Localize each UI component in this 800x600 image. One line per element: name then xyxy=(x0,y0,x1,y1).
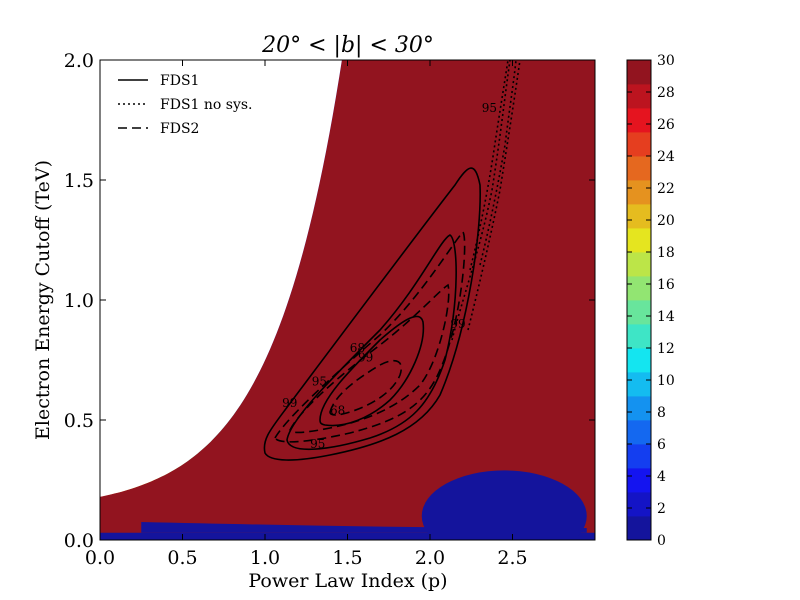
fds1-contour-95 xyxy=(286,234,457,451)
colorbar-tick-label: 30 xyxy=(657,53,675,69)
colorbar-tick-label: 22 xyxy=(657,181,675,197)
x-tick-label: 0.0 xyxy=(85,547,115,569)
x-tick-label: 1.5 xyxy=(332,547,362,569)
colorbar-band xyxy=(627,372,651,397)
contour-label: 95 xyxy=(482,101,497,115)
colorbar-tick-label: 10 xyxy=(657,373,675,389)
colorbar-band xyxy=(627,516,651,541)
colorbar-band xyxy=(627,300,651,325)
fds2-contour-95 xyxy=(289,283,450,434)
fds1-contour-68 xyxy=(319,315,425,427)
colorbar xyxy=(627,60,651,541)
heatmap-empty-region xyxy=(100,60,342,497)
fds2-contour-99 xyxy=(274,230,466,443)
x-tick-label: 1.0 xyxy=(250,547,280,569)
y-tick-label: 1.0 xyxy=(64,290,94,312)
contour-label: 68 xyxy=(350,341,365,355)
colorbar-tick-label: 4 xyxy=(657,469,666,485)
y-axis-label: Electron Energy Cutoff (TeV) xyxy=(32,160,54,440)
legend-label-fds1: FDS1 xyxy=(160,73,199,89)
heatmap-band-floor-edge xyxy=(141,522,587,533)
y-axis: 0.0 0.5 1.0 1.5 2.0 xyxy=(64,50,595,552)
colorbar-band xyxy=(627,324,651,349)
colorbar-tick-label: 14 xyxy=(657,309,675,325)
colorbar-tick-label: 16 xyxy=(657,277,675,293)
colorbar-tick-label: 6 xyxy=(657,437,666,453)
x-axis: 0.0 0.5 1.0 1.5 2.0 2.5 xyxy=(85,60,528,569)
y-tick-label: 0.0 xyxy=(64,530,94,552)
colorbar-band xyxy=(627,204,651,229)
contour-label: 99 xyxy=(282,396,297,410)
legend-label-fds2: FDS2 xyxy=(160,121,199,137)
colorbar-band xyxy=(627,60,651,85)
colorbar-band xyxy=(627,156,651,181)
colorbar-band xyxy=(627,84,651,109)
contour-label: 95 xyxy=(310,437,325,451)
heatmap-band xyxy=(100,60,595,540)
fds2-contour-68 xyxy=(329,359,402,416)
contour-label: 99 xyxy=(358,351,373,365)
colorbar-tick-label: 8 xyxy=(657,405,666,421)
y-tick-label: 1.5 xyxy=(64,170,94,192)
colorbar-tick-label: 12 xyxy=(657,341,675,357)
chart-title: 20° < |b| < 30° xyxy=(261,33,434,58)
y-tick-label: 0.5 xyxy=(64,410,94,432)
x-tick-label: 0.5 xyxy=(167,547,197,569)
colorbar-band xyxy=(627,252,651,277)
heatmap xyxy=(100,60,595,540)
colorbar-band xyxy=(627,108,651,133)
fds1nosys-contour-95 xyxy=(469,60,517,271)
colorbar-frame xyxy=(626,59,652,541)
colorbar-tick-label: 26 xyxy=(657,117,675,133)
colorbar-tick-label: 0 xyxy=(657,533,666,549)
colorbar-band xyxy=(627,276,651,301)
contour-label: 99 xyxy=(450,317,465,331)
colorbar-band xyxy=(627,396,651,421)
legend-label-fds1-nosys: FDS1 no sys. xyxy=(160,97,253,113)
contour-label: 68 xyxy=(330,403,345,417)
colorbar-tick-label: 28 xyxy=(657,85,675,101)
fds1nosys-contour-99 xyxy=(451,60,521,341)
colorbar-band xyxy=(627,180,651,205)
colorbar-band xyxy=(627,228,651,253)
colorbar-tick-label: 2 xyxy=(657,501,666,517)
x-tick-label: 2.0 xyxy=(415,547,445,569)
colorbar-band xyxy=(627,444,651,469)
x-tick-label: 2.5 xyxy=(497,547,527,569)
colorbar-tick-label: 20 xyxy=(657,213,675,229)
colorbar-tick-label: 18 xyxy=(657,245,675,261)
colorbar-band xyxy=(627,468,651,493)
x-axis-label: Power Law Index (p) xyxy=(248,570,447,592)
colorbar-band xyxy=(627,132,651,157)
contour-label: 95 xyxy=(312,375,327,389)
heatmap-minimum-region xyxy=(421,470,587,540)
colorbar-band xyxy=(627,420,651,445)
colorbar-band xyxy=(627,492,651,517)
legend: FDS1 FDS1 no sys. FDS2 xyxy=(118,73,253,137)
colorbar-band xyxy=(627,348,651,373)
contour-lines xyxy=(263,60,521,461)
y-tick-label: 2.0 xyxy=(64,50,94,72)
colorbar-tick-label: 24 xyxy=(657,149,675,165)
fds1-contour-99 xyxy=(263,167,481,461)
